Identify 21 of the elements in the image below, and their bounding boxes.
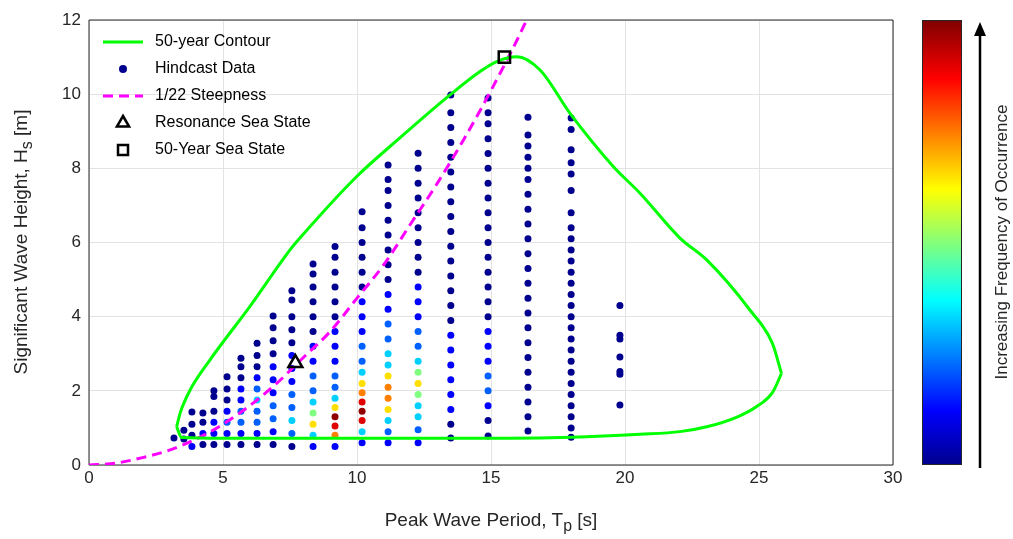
y-tick-label: 12 [62, 9, 81, 29]
y-tick-label: 6 [71, 232, 81, 252]
y-tick-label: 4 [71, 306, 81, 326]
x-axis-title: Peak Wave Period, T$_{p}$ [s] [384, 509, 598, 535]
x-tick-label: 0 [84, 467, 94, 487]
x-tick-label: 30 [883, 467, 903, 487]
x-tick-label: 20 [615, 467, 635, 487]
legend-label: 50-Year Sea State [155, 140, 286, 158]
legend-label: Hindcast Data [155, 59, 256, 77]
legend-label: Resonance Sea State [155, 113, 311, 131]
x-tick-label: 15 [481, 467, 501, 487]
x-tick-label: 25 [749, 467, 769, 487]
x-tick-label: 5 [218, 467, 228, 487]
y-tick-label: 2 [71, 380, 81, 400]
y-tick-label: 8 [71, 158, 81, 178]
legend-label: 50-year Contour [155, 32, 272, 50]
color-bar-title: Increasing Frequency of Occurrence [992, 104, 1012, 380]
y-tick-label: 0 [71, 454, 81, 474]
legend-label: 1/22 Steepness [155, 86, 267, 104]
x-tick-label: 10 [347, 467, 367, 487]
y-tick-label: 10 [62, 83, 81, 103]
